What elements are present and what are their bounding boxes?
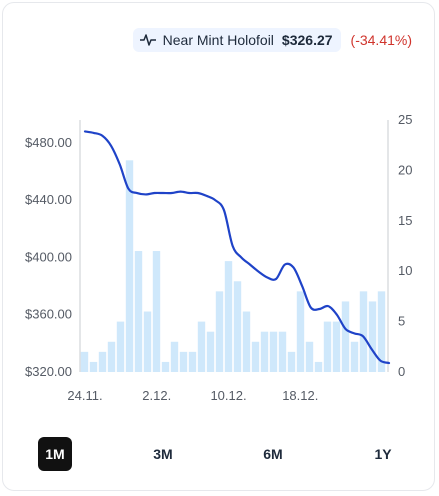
- volume-bar: [332, 321, 341, 372]
- volume-bar: [350, 341, 359, 372]
- volume-bar: [305, 341, 314, 372]
- x-tick-label: 2.12.: [142, 388, 171, 403]
- y-left-tick-label: $320.00: [25, 364, 72, 379]
- volume-bar: [98, 351, 107, 372]
- tab-1m[interactable]: 1M: [38, 437, 72, 471]
- volume-bar: [134, 251, 143, 372]
- y-right-tick-label: 10: [398, 263, 412, 278]
- volume-bar: [143, 311, 152, 372]
- y-left-tick-label: $360.00: [25, 307, 72, 322]
- y-right-tick-label: 25: [398, 112, 412, 127]
- volume-bar: [377, 291, 386, 372]
- time-range-tabs: 1M 3M 6M 1Y: [38, 437, 398, 473]
- volume-bar: [206, 331, 215, 372]
- volume-bar: [251, 341, 260, 372]
- y-right-tick-label: 15: [398, 213, 412, 228]
- legend-price: $326.27: [281, 32, 333, 48]
- volume-bar: [170, 341, 179, 372]
- volume-bar: [233, 281, 242, 372]
- x-tick-label: 24.11.: [67, 388, 102, 403]
- y-right-tick-label: 5: [398, 314, 405, 329]
- y-left-tick-label: $480.00: [25, 135, 72, 150]
- tab-3m[interactable]: 3M: [153, 446, 173, 462]
- volume-bars: [80, 160, 386, 372]
- legend-series-name: Near Mint Holofoil: [162, 32, 274, 48]
- volume-bar: [215, 291, 224, 372]
- y-axis-right-labels: 0 5 10 15 20 25: [398, 112, 412, 379]
- volume-bar: [161, 361, 170, 372]
- x-tick-label: 10.12.: [210, 388, 246, 403]
- tab-6m[interactable]: 6M: [263, 446, 283, 462]
- legend-pill[interactable]: Near Mint Holofoil $326.27: [132, 28, 341, 52]
- volume-bar: [224, 261, 233, 372]
- volume-bar: [116, 321, 125, 372]
- y-right-tick-label: 20: [398, 162, 412, 177]
- volume-bar: [296, 291, 305, 372]
- volume-bar: [188, 351, 197, 372]
- volume-bar: [260, 331, 269, 372]
- x-axis-labels: 24.11. 2.12. 10.12. 18.12.: [67, 388, 318, 403]
- y-left-tick-label: $440.00: [25, 192, 72, 207]
- volume-bar: [323, 321, 332, 372]
- volume-bar: [341, 301, 350, 372]
- volume-bar: [125, 160, 134, 372]
- chart-card: Near Mint Holofoil $326.27 (-34.41%): [2, 2, 435, 491]
- volume-bar: [107, 341, 116, 372]
- volume-bar: [287, 351, 296, 372]
- y-axis-left-labels: $320.00 $360.00 $400.00 $440.00 $480.00: [25, 135, 72, 379]
- volume-bar: [197, 321, 206, 372]
- volume-bar: [80, 351, 89, 372]
- volume-bar: [278, 331, 287, 372]
- volume-bar: [89, 361, 98, 372]
- legend-change: (-34.41%): [350, 32, 412, 48]
- volume-bar: [314, 361, 323, 372]
- volume-bar: [368, 301, 377, 372]
- x-tick-label: 18.12.: [282, 388, 318, 403]
- tab-1y[interactable]: 1Y: [374, 446, 392, 462]
- volume-bar: [359, 291, 368, 372]
- volume-bar: [242, 311, 251, 372]
- y-right-tick-label: 0: [398, 364, 405, 379]
- line-series-icon: [139, 34, 156, 46]
- volume-bar: [152, 251, 161, 372]
- volume-bar: [269, 331, 278, 372]
- price-line: [83, 130, 391, 365]
- volume-bar: [179, 351, 188, 372]
- y-left-tick-label: $400.00: [25, 249, 72, 264]
- legend: Near Mint Holofoil $326.27 (-34.41%): [132, 27, 412, 53]
